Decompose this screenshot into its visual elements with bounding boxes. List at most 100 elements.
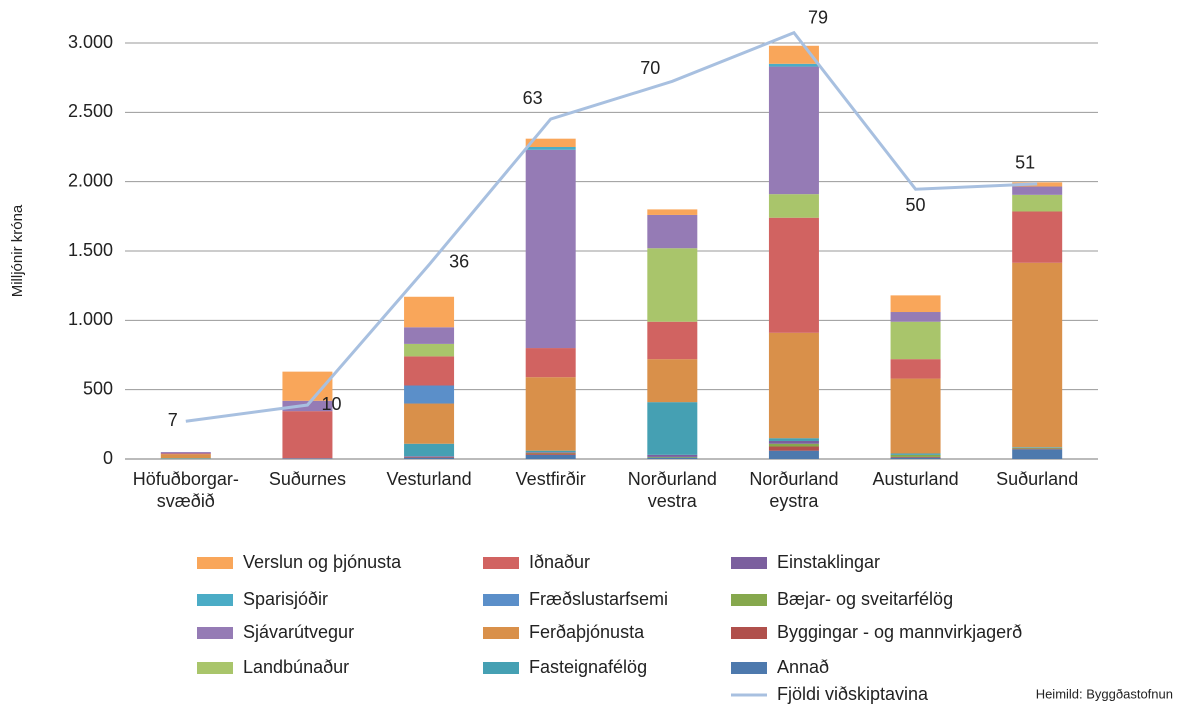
bar-segment [1012, 447, 1063, 449]
bar-segment [525, 452, 576, 453]
bar-segment [768, 332, 819, 439]
legend-label: Bæjar- og sveitarfélög [777, 589, 953, 609]
data-label: 70 [640, 58, 660, 78]
legend-label: Fjöldi viðskiptavina [777, 684, 929, 704]
x-tick-label: Norðurland eystra [749, 469, 839, 511]
legend-label: Ferðaþjónusta [529, 622, 645, 642]
bar-segment [160, 453, 211, 455]
bar-segment [160, 454, 211, 459]
bar-segment [404, 327, 455, 344]
y-tick-label: 3.000 [68, 32, 113, 52]
y-axis-label: Milljónir króna [9, 204, 26, 297]
legend-swatch [197, 594, 233, 606]
bar-segment [890, 456, 941, 458]
legend-label: Einstaklingar [777, 552, 880, 572]
bar-segment [768, 440, 819, 444]
bar-segment [525, 454, 576, 459]
bar-segment [768, 194, 819, 218]
data-label: 50 [906, 195, 926, 215]
bar-segment [890, 457, 941, 459]
bar-segment [404, 356, 455, 386]
y-tick-label: 2.500 [68, 101, 113, 121]
bar-segment [890, 321, 941, 360]
legend-label: Verslun og þjónusta [243, 552, 402, 572]
legend-label: Landbúnaður [243, 657, 349, 677]
bar-segment [768, 443, 819, 447]
x-tick-label: Vestfirðir [515, 469, 586, 489]
data-label: 79 [808, 7, 828, 27]
bar-segment [647, 321, 698, 360]
bar-segment [525, 453, 576, 455]
bar-segment [1012, 211, 1063, 263]
x-tick-label: Höfuðborgar-svæðið [132, 469, 239, 511]
x-tick-label: Norðurland vestra [627, 469, 717, 511]
bar-segment [404, 456, 455, 458]
bar-segment [404, 456, 455, 457]
bar-segment [647, 209, 698, 215]
legend-swatch [483, 594, 519, 606]
y-tick-label: 0 [103, 448, 113, 468]
bar-segment [525, 450, 576, 453]
bar-segment [404, 385, 455, 404]
bar-segment [160, 458, 211, 459]
bar-segment [890, 295, 941, 313]
bar-segment [1012, 448, 1063, 450]
bar-segment [890, 453, 941, 455]
y-tick-label: 1.000 [68, 309, 113, 329]
x-tick-label: Vesturland [386, 469, 472, 489]
legend-swatch [731, 627, 767, 639]
legend-swatch [483, 557, 519, 569]
bar-segment [404, 403, 455, 444]
bar-segment [768, 450, 819, 459]
bar-segment [1012, 447, 1063, 448]
legend-label: Iðnaður [529, 552, 590, 572]
legend-label: Sparisjóðir [243, 589, 328, 609]
data-label: 10 [321, 394, 341, 414]
y-tick-label: 2.000 [68, 170, 113, 190]
bar-segment [525, 149, 576, 349]
y-tick-label: 1.500 [68, 240, 113, 260]
data-label: 51 [1015, 153, 1035, 173]
x-tick-label: Suðurland [996, 469, 1079, 489]
bar-segment [647, 214, 698, 249]
legend-swatch [197, 662, 233, 674]
bar-segment [404, 296, 455, 328]
bar-segment [160, 452, 211, 454]
x-tick-label: Austurland [872, 469, 959, 489]
bar-segment [890, 359, 941, 379]
bar-segment [768, 446, 819, 451]
bar-segment [525, 138, 576, 147]
source-note: Heimild: Byggðastofnun [1036, 686, 1173, 701]
data-label: 7 [168, 410, 178, 430]
bar-segment [282, 458, 333, 459]
bar-segment [890, 312, 941, 322]
bar-segment [1012, 262, 1063, 448]
bar-segment [768, 63, 819, 67]
bar-segment [647, 454, 698, 457]
data-label: 36 [449, 252, 469, 272]
bar-segment [647, 359, 698, 403]
bar-segment [647, 248, 698, 322]
bar-segment [890, 378, 941, 454]
bar-segment [282, 411, 333, 459]
legend-swatch [197, 627, 233, 639]
bar-segment [525, 452, 576, 454]
bar-segment [647, 457, 698, 459]
bar-segment [1012, 186, 1063, 195]
legend-swatch [731, 557, 767, 569]
bar-segment [404, 343, 455, 357]
legend-swatch [731, 662, 767, 674]
bar-segment [525, 348, 576, 378]
bar-segment [525, 147, 576, 150]
bar-segment [768, 438, 819, 441]
bar-segment [404, 457, 455, 459]
data-label: 63 [523, 88, 543, 108]
legend-swatch [483, 662, 519, 674]
bar-segment [647, 456, 698, 458]
bar-segment [768, 66, 819, 195]
bar-segment [768, 217, 819, 333]
line-series [185, 30, 1038, 423]
bar-segment [647, 402, 698, 455]
